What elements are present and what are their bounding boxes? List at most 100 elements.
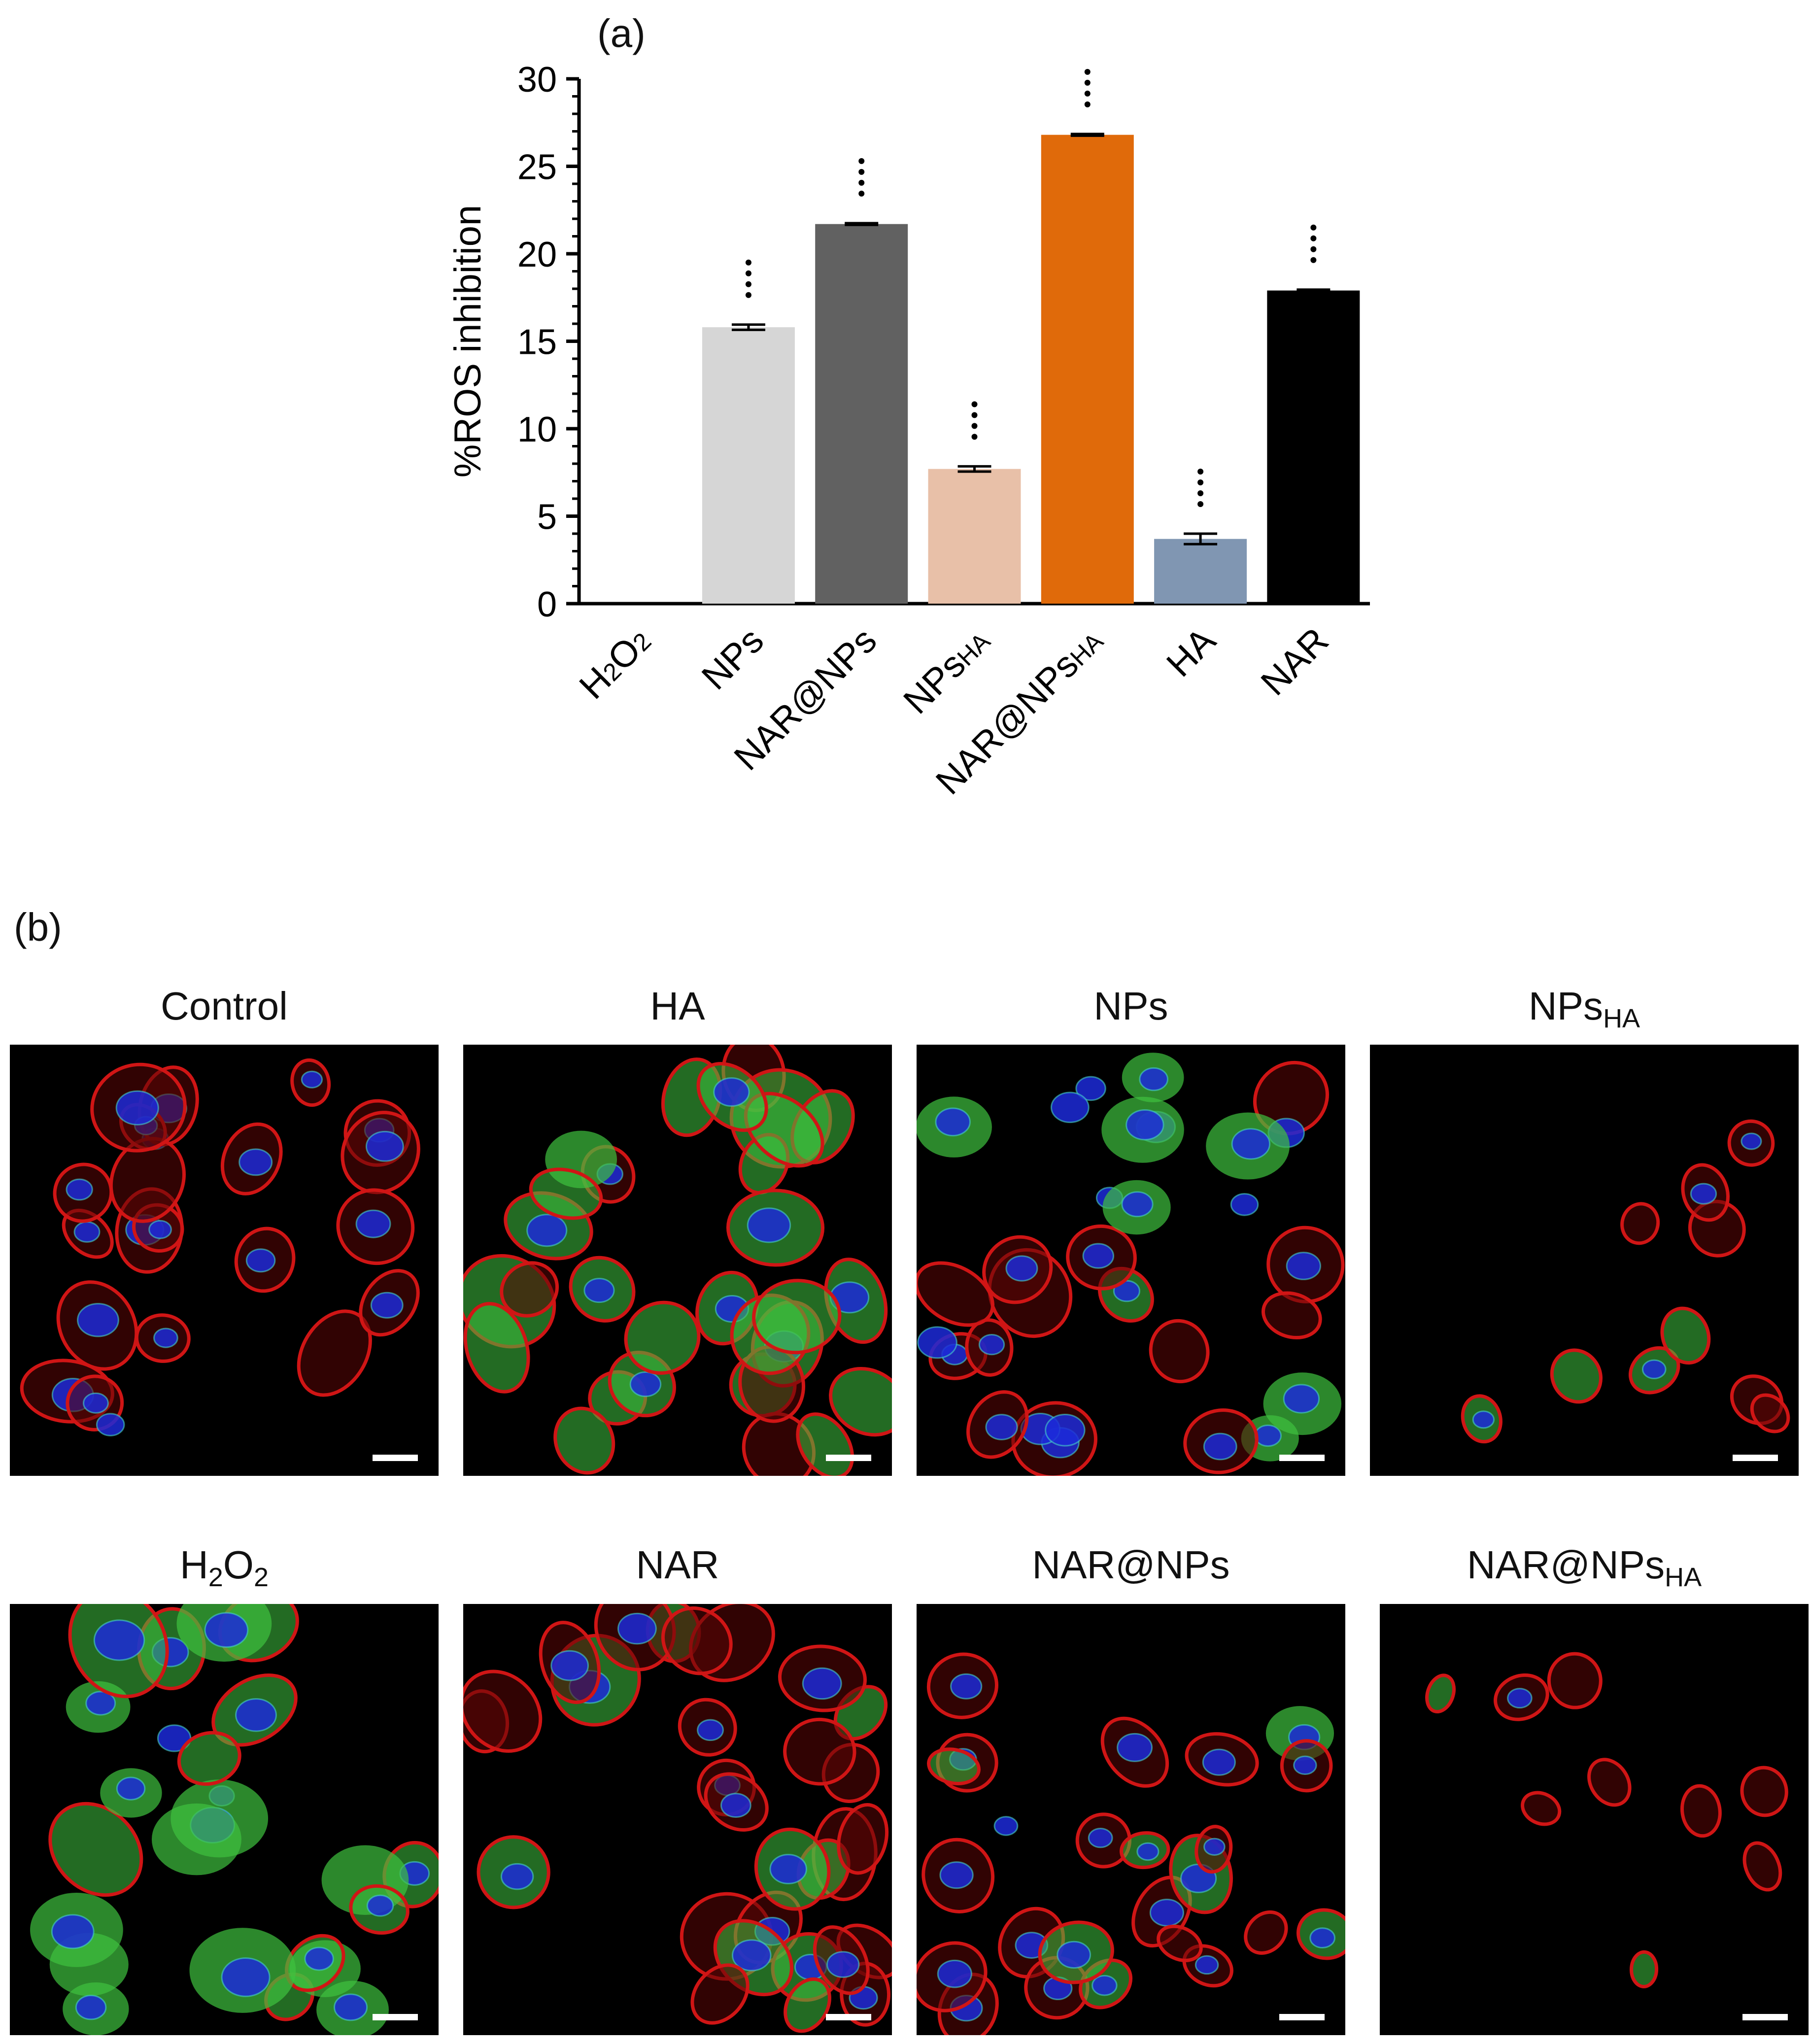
significance-mark [1084, 79, 1091, 86]
cell [211, 1673, 298, 1747]
cell [778, 1644, 867, 1712]
cell [837, 1803, 889, 1875]
bar [1041, 135, 1134, 604]
cell [917, 1096, 992, 1158]
y-tick-label: 10 [517, 410, 557, 449]
cell [1266, 1226, 1345, 1303]
cell [48, 1802, 143, 1897]
cell [926, 1652, 999, 1719]
cell [1038, 1920, 1114, 1984]
cell [1742, 1841, 1782, 1892]
y-tick-label: 15 [517, 323, 557, 362]
cell [993, 1816, 1019, 1836]
cell [177, 1731, 241, 1786]
micrograph-npsha [1370, 1045, 1799, 1476]
cell [922, 1838, 995, 1913]
cell [1195, 1825, 1233, 1874]
significance-mark [1084, 68, 1091, 75]
cell [1050, 1091, 1090, 1124]
micrograph-nps [917, 1045, 1345, 1476]
cell [463, 1302, 530, 1394]
cell [1045, 1413, 1086, 1447]
cell [100, 1768, 162, 1818]
cell [1101, 1096, 1184, 1163]
cell [30, 1892, 123, 1967]
cell [704, 1772, 769, 1832]
cell [1206, 1112, 1290, 1180]
cell [90, 1062, 187, 1153]
scale-bar [373, 2014, 418, 2020]
significance-mark [858, 179, 865, 186]
cell [1075, 1812, 1132, 1869]
x-tick-label: H2O2 [571, 620, 658, 707]
y-tick-label: 5 [537, 498, 557, 537]
micrograph-nar [463, 1604, 892, 2035]
cell [1660, 1306, 1711, 1365]
cell [1157, 1924, 1203, 1962]
cell [1521, 1791, 1562, 1826]
cell [594, 1604, 676, 1671]
y-tick-label: 20 [517, 235, 557, 274]
cell [477, 1835, 550, 1909]
cell [63, 1982, 129, 2035]
cell [234, 1226, 296, 1293]
cell [1425, 1673, 1456, 1714]
cell [1185, 1732, 1259, 1787]
micrograph-title-narnpsha: NAR@NPsHA [1467, 1543, 1702, 1592]
micrograph-h2o2 [10, 1604, 439, 2035]
significance-mark [1197, 501, 1204, 507]
micrograph-title-nar: NAR [636, 1543, 719, 1587]
x-tick-label: HA [1159, 619, 1224, 684]
cell [349, 1884, 410, 1935]
cell [1066, 1224, 1137, 1291]
cell [569, 1256, 636, 1323]
significance-mark [1310, 246, 1317, 252]
cell [1681, 1163, 1730, 1222]
bar [1154, 539, 1247, 604]
micrograph-title-ha: HA [650, 984, 705, 1028]
significance-mark [971, 401, 978, 408]
significance-mark [745, 259, 751, 266]
cell [1296, 1908, 1345, 1960]
cell [1263, 1372, 1342, 1435]
cell [285, 1934, 345, 1992]
cell [1750, 1393, 1790, 1433]
micrograph-title-npsha: NPsHA [1528, 984, 1640, 1033]
cell [917, 1261, 995, 1327]
cell [690, 1963, 750, 2025]
cell [624, 1300, 701, 1375]
cell [1630, 1950, 1659, 1989]
cell [1547, 1652, 1603, 1709]
micrograph-ha [463, 1045, 892, 1476]
panel-label-b: (b) [14, 905, 62, 949]
significance-mark [1197, 479, 1204, 485]
micrograph-title-h2o2: H2O2 [179, 1543, 269, 1592]
significance-mark [1084, 101, 1091, 107]
cell [529, 1167, 603, 1220]
cell [1100, 1716, 1169, 1788]
y-axis-label: %ROS inhibition [447, 205, 489, 477]
cell [539, 1621, 601, 1704]
x-tick-label: NAR@NPsHA [928, 619, 1111, 802]
cell [1122, 1053, 1184, 1102]
cell [68, 1604, 169, 1699]
y-tick-label: 25 [517, 148, 557, 187]
micrograph-control [10, 1045, 439, 1476]
cell [813, 1925, 870, 1995]
cell [1183, 1408, 1259, 1474]
cell [1550, 1348, 1603, 1404]
scale-bar [826, 1455, 871, 1461]
cell [189, 1928, 296, 2013]
cell [1620, 1202, 1660, 1245]
micrograph-title-narnps: NAR@NPs [1032, 1543, 1230, 1587]
scale-bar [1733, 1455, 1778, 1461]
cell [829, 1366, 892, 1437]
cell [696, 1062, 768, 1132]
significance-mark [1310, 224, 1317, 231]
scale-bar [1742, 2014, 1788, 2020]
cell [783, 1717, 856, 1786]
cell [1587, 1758, 1632, 1807]
cell [1461, 1394, 1502, 1444]
cell [1727, 1119, 1775, 1167]
significance-mark [971, 423, 978, 429]
